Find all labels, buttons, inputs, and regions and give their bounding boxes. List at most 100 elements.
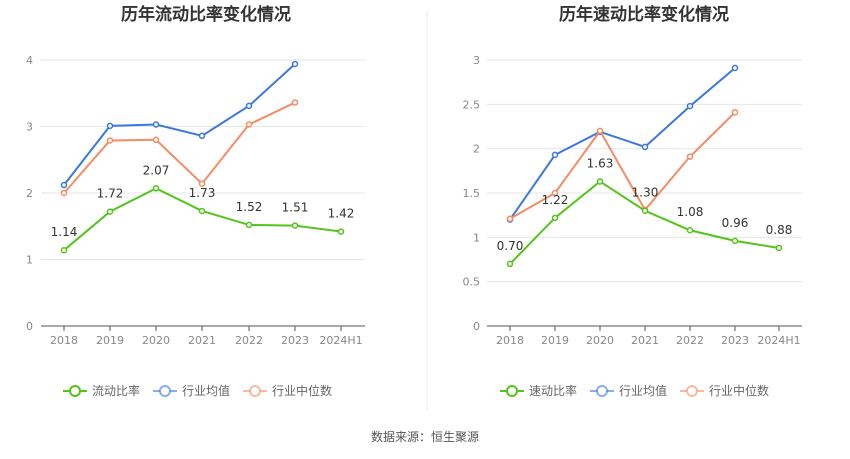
data-label: 0.70 [497, 239, 524, 253]
data-label: 1.72 [97, 187, 124, 201]
data-point [551, 214, 559, 222]
data-point [337, 228, 345, 235]
y-tick-label: 2 [473, 143, 480, 156]
x-tick-label: 2020 [142, 334, 170, 347]
y-tick-label: 0 [473, 320, 480, 333]
legend-item[interactable]: 行业均值 [590, 383, 667, 398]
legend-label: 行业均值 [182, 383, 230, 398]
y-tick-label: 0 [26, 320, 33, 333]
data-point [198, 180, 206, 187]
legend-item[interactable]: 行业中位数 [680, 383, 769, 398]
legend-marker-icon [69, 385, 81, 397]
data-label: 0.88 [766, 223, 793, 237]
legend-marker-icon [159, 385, 171, 397]
series-line-1 [509, 67, 736, 221]
y-tick-label: 3 [26, 121, 33, 134]
data-point [152, 121, 160, 128]
legend-item[interactable]: 速动比率 [500, 383, 577, 398]
y-tick-label: 2 [26, 187, 33, 200]
legend-label: 速动比率 [529, 383, 577, 398]
data-label: 1.22 [542, 193, 569, 207]
data-point [596, 127, 604, 135]
data-point [641, 143, 649, 151]
data-point [152, 136, 160, 144]
data-point [641, 207, 649, 214]
data-label: 1.52 [236, 200, 263, 214]
data-point [198, 207, 206, 215]
data-point [686, 226, 694, 234]
y-tick-label: 1.5 [463, 187, 481, 200]
data-point [291, 222, 299, 229]
x-tick-label: 2023 [721, 334, 749, 347]
legend-marker-icon [506, 385, 518, 397]
x-tick-label: 2019 [541, 334, 569, 347]
y-tick-label: 0.5 [463, 276, 481, 289]
y-tick-label: 1 [26, 254, 33, 267]
data-label: 1.08 [677, 205, 704, 219]
x-tick-label: 2024H1 [757, 334, 800, 347]
legend-marker-icon [686, 385, 698, 397]
data-label: 1.42 [328, 207, 355, 221]
data-label: 1.14 [51, 225, 78, 239]
data-point [106, 137, 114, 144]
current-ratio-chart: 历年流动比率变化情况 0 1 2 3 4 2018 2019 2020 2021 2022 2023 2… [26, 4, 365, 398]
x-tick-label: 2022 [676, 334, 704, 347]
chart-title: 历年速动比率变化情况 [559, 4, 729, 25]
data-point [245, 102, 253, 110]
series-line-1 [63, 63, 296, 186]
data-point [60, 246, 68, 254]
data-label: 1.63 [587, 156, 614, 170]
data-label: 1.73 [189, 186, 216, 200]
x-tick-label: 2020 [586, 334, 614, 347]
data-point [551, 151, 559, 159]
data-label: 1.51 [282, 201, 309, 215]
data-label: 2.07 [143, 163, 170, 177]
x-tick-label: 2023 [281, 334, 309, 347]
data-point [686, 153, 694, 160]
x-tick-label: 2024H1 [319, 334, 362, 347]
x-tick-label: 2022 [235, 334, 263, 347]
data-label: 1.30 [632, 186, 659, 200]
data-point [775, 244, 783, 252]
quick-ratio-chart: 历年速动比率变化情况 0 0.5 1 1.5 2 2.5 3 2018 2019 2020 2021 2… [463, 4, 802, 398]
series-line-2 [509, 111, 736, 220]
legend-label: 行业中位数 [709, 383, 769, 398]
legend-label: 行业均值 [619, 383, 667, 398]
data-point [551, 189, 559, 197]
data-point [106, 208, 114, 215]
data-point [152, 185, 160, 192]
legend-item[interactable]: 行业均值 [153, 383, 230, 398]
y-tick-label: 2.5 [463, 98, 481, 111]
legend-label: 流动比率 [92, 383, 140, 398]
legend-item[interactable]: 流动比率 [63, 383, 140, 398]
data-point [291, 60, 299, 68]
data-point [506, 215, 514, 222]
data-point [731, 237, 739, 245]
legend-marker-icon [596, 385, 608, 397]
x-tick-label: 2021 [631, 334, 659, 347]
x-tick-label: 2019 [96, 334, 124, 347]
y-tick-label: 3 [473, 54, 480, 67]
data-point [596, 178, 604, 185]
y-tick-label: 4 [26, 54, 33, 67]
y-tick-label: 1 [473, 231, 480, 244]
data-point [686, 102, 694, 110]
data-point [731, 109, 739, 116]
data-source-note: 数据来源：恒生聚源 [371, 429, 479, 444]
data-label: 0.96 [722, 216, 749, 230]
legend-marker-icon [249, 385, 261, 397]
data-point [106, 122, 114, 130]
x-tick-label: 2018 [496, 334, 524, 347]
data-point [60, 181, 68, 189]
x-tick-label: 2021 [188, 334, 216, 347]
legend-item[interactable]: 行业中位数 [243, 383, 332, 398]
legend-label: 行业中位数 [272, 383, 332, 398]
data-point [291, 99, 299, 106]
data-point [198, 132, 206, 140]
chart-title: 历年流动比率变化情况 [121, 4, 291, 25]
data-point [245, 221, 253, 229]
data-point [506, 260, 514, 268]
data-point [60, 189, 68, 197]
series-line-2 [63, 101, 296, 194]
